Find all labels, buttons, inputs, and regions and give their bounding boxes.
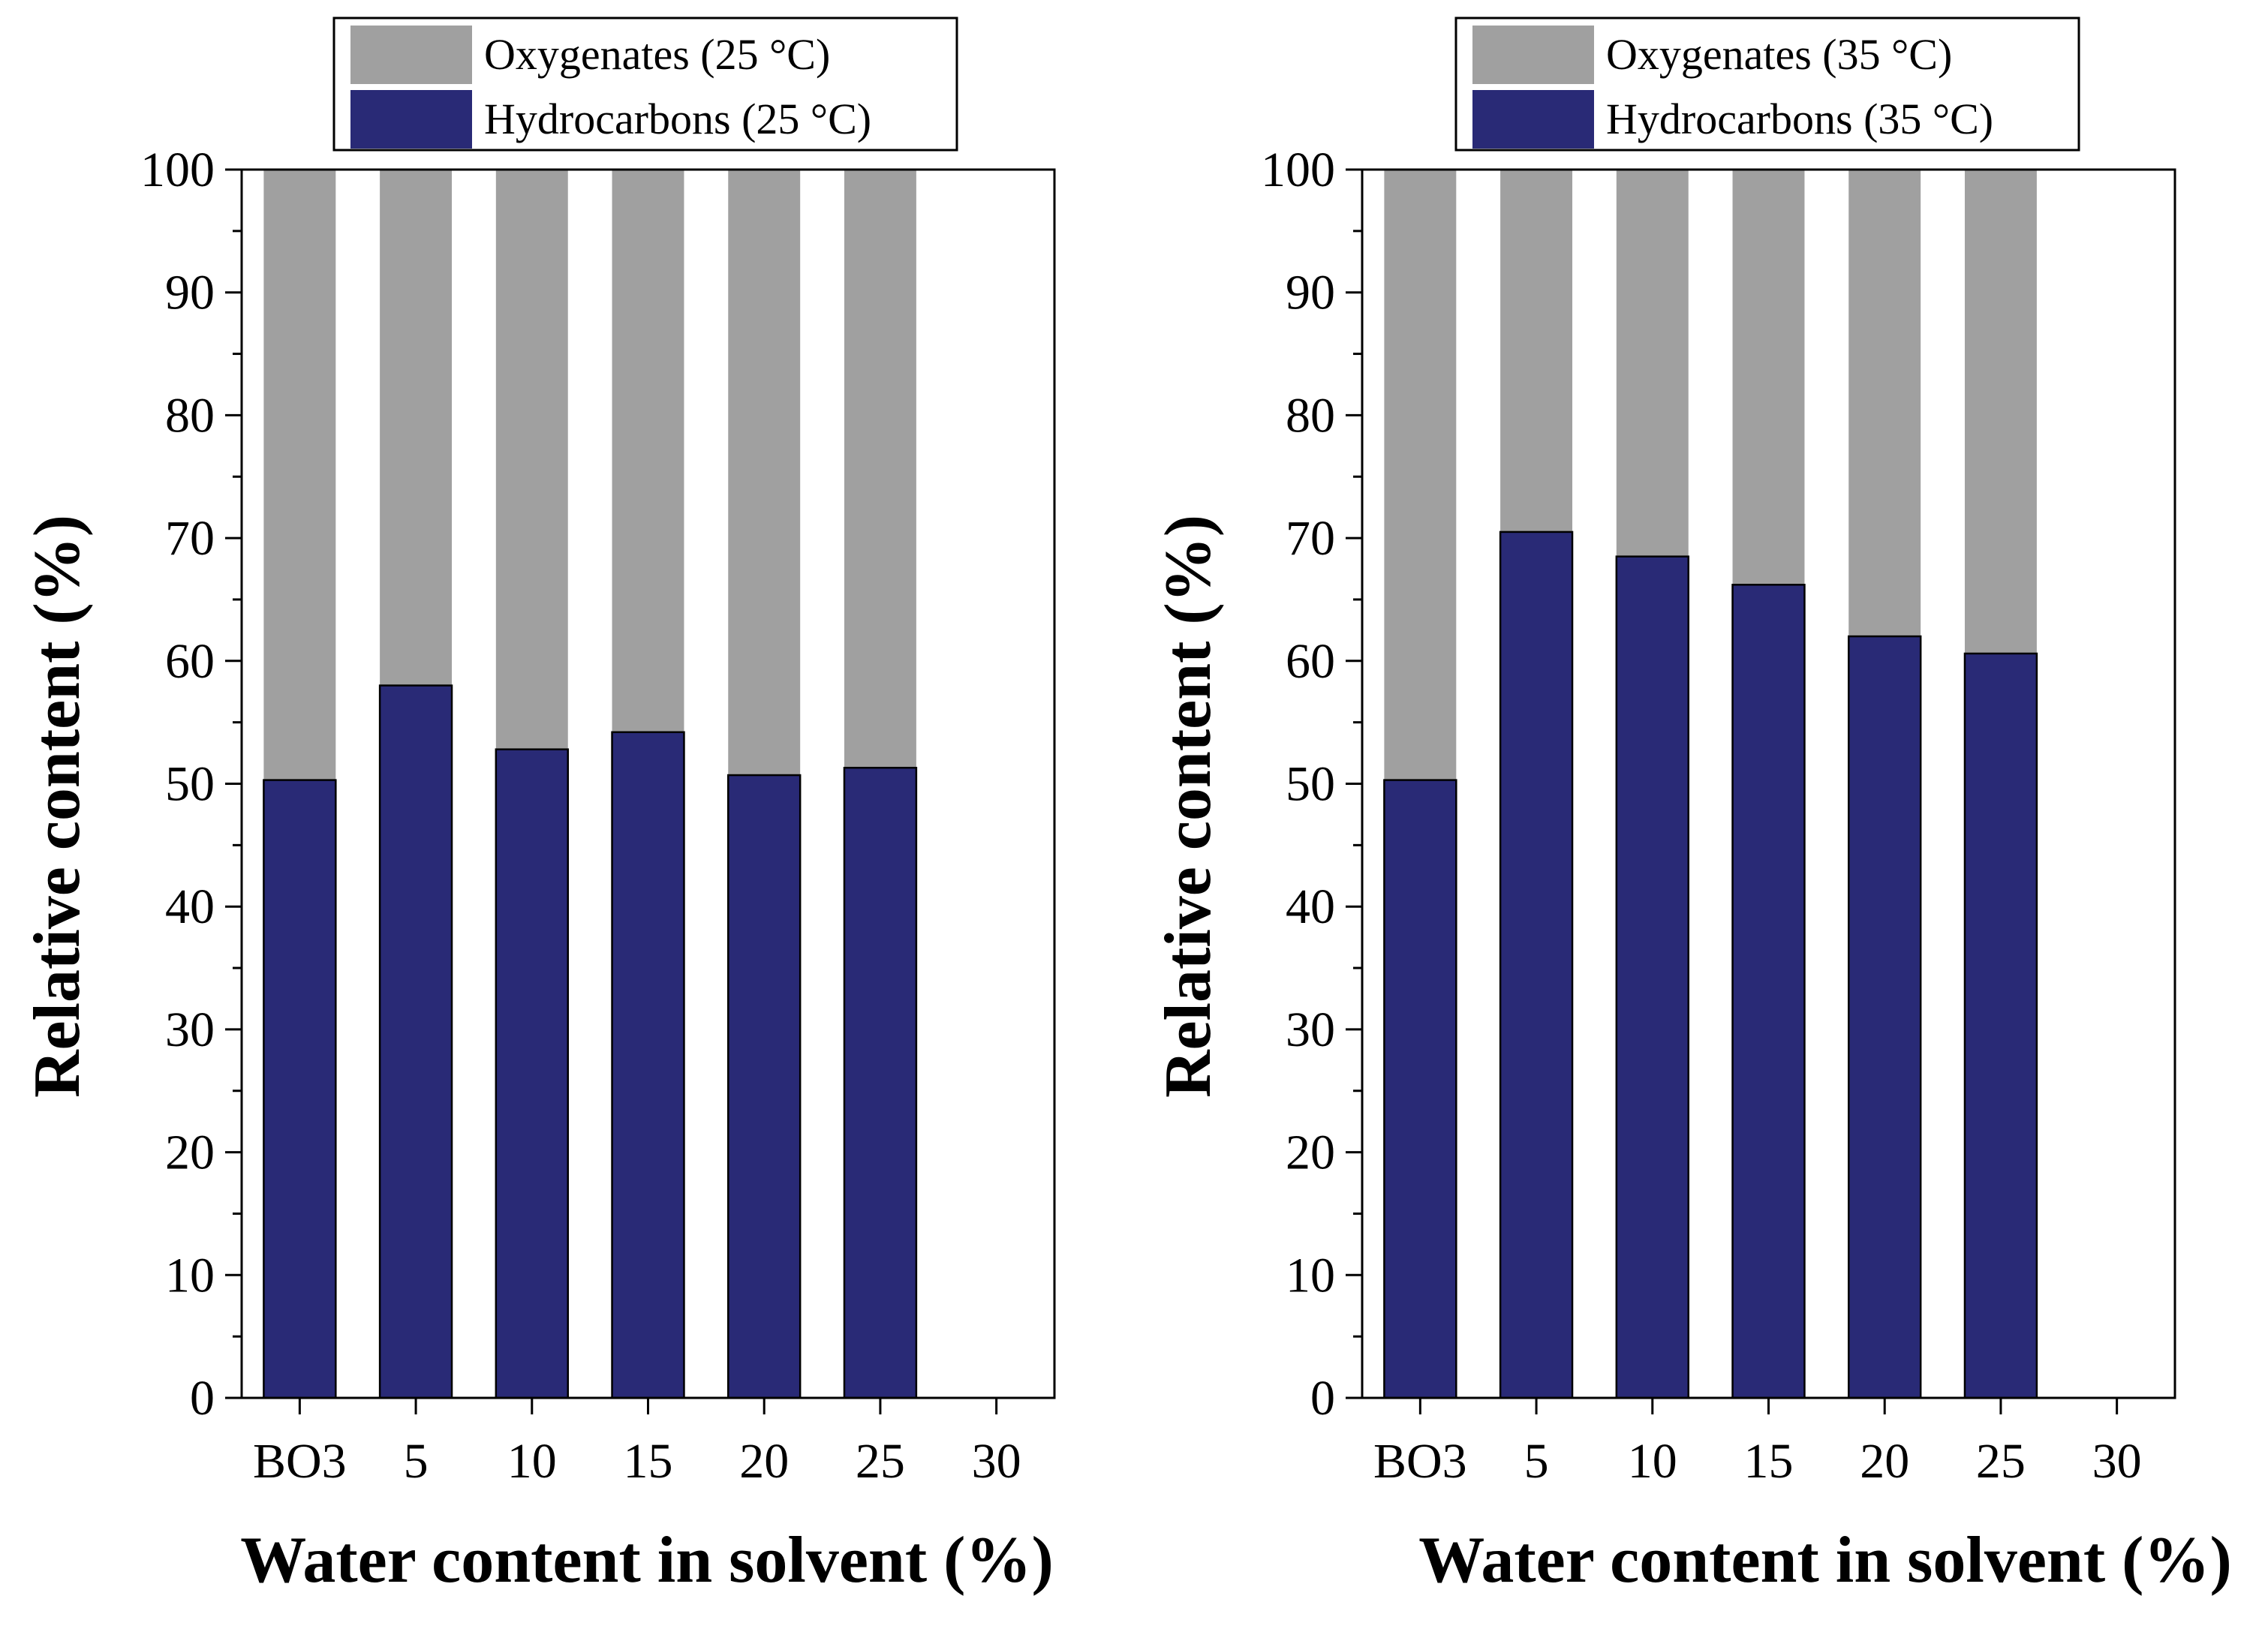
bar-hydrocarbons-5 — [1499, 530, 1574, 1399]
x-tick-label: 20 — [1860, 1434, 1909, 1489]
y-tick-label: 90 — [1286, 266, 1335, 320]
x-tick-label: 15 — [1744, 1434, 1794, 1489]
y-axis-title: Relative content (%) — [21, 515, 94, 1098]
y-tick-label: 30 — [1286, 1002, 1335, 1057]
bar-oxygenates-5 — [380, 170, 453, 686]
bar-hydrocarbons-20 — [727, 774, 802, 1399]
x-tick-label: BO3 — [253, 1434, 347, 1489]
chart-panel-1: 0 10 20 30 40 50 60 70 80 90 100 BO3 5 10 15 20 25 30 Wate… — [21, 17, 1056, 1597]
bar-hydrocarbons-15 — [611, 731, 685, 1399]
bar-oxygenates-bo3 — [263, 170, 336, 780]
y-tick-label: 10 — [165, 1248, 215, 1303]
bar-hydrocarbons-bo3 — [1383, 779, 1457, 1399]
bar-oxygenates-10 — [1616, 170, 1689, 557]
x-tick-label: 10 — [1628, 1434, 1677, 1489]
x-tick-label: 25 — [856, 1434, 905, 1489]
x-tick-label: 5 — [404, 1434, 429, 1489]
bar-oxygenates-15 — [612, 170, 684, 732]
y-tick-label: 40 — [165, 879, 215, 934]
x-tick-label: 30 — [972, 1434, 1021, 1489]
bar-oxygenates-bo3 — [1384, 170, 1457, 780]
y-tick-label: 20 — [1286, 1126, 1335, 1180]
y-tick-label: 100 — [1261, 143, 1335, 197]
legend: Oxygenates (35 °C) Hydrocarbons (35 °C) — [1454, 17, 2080, 152]
y-tick-label: 20 — [165, 1126, 215, 1180]
chart-panel-2: 0 10 20 30 40 50 60 70 80 90 100 BO3 5 10 15 20 25 30 Wate… — [1152, 17, 2232, 1597]
x-tick-label: 20 — [739, 1434, 789, 1489]
bar-hydrocarbons-bo3 — [263, 779, 337, 1399]
legend-label: Hydrocarbons (35 °C) — [1606, 95, 1993, 143]
y-tick-label: 80 — [1286, 388, 1335, 443]
y-tick-label: 90 — [165, 266, 215, 320]
x-tick-label: 25 — [1976, 1434, 2026, 1489]
legend-label: Hydrocarbons (25 °C) — [484, 95, 871, 143]
legend-label: Oxygenates (25 °C) — [484, 30, 830, 79]
bar-hydrocarbons-10 — [495, 748, 569, 1399]
legend-swatch — [350, 90, 472, 149]
y-tick-label: 60 — [1286, 634, 1335, 689]
x-axis-title: Water content in solvent (%) — [1418, 1524, 2232, 1597]
bar-hydrocarbons-25 — [843, 766, 918, 1399]
legend-swatch — [350, 26, 472, 84]
bar-hydrocarbons-15 — [1731, 584, 1806, 1399]
y-tick-label: 80 — [165, 388, 215, 443]
bar-oxygenates-10 — [495, 170, 568, 750]
legend-swatch — [1472, 90, 1594, 149]
y-tick-label: 100 — [140, 143, 215, 197]
bar-oxygenates-25 — [1964, 170, 2037, 654]
y-axis-title: Relative content (%) — [1152, 515, 1225, 1098]
bar-hydrocarbons-10 — [1615, 555, 1689, 1399]
x-tick-label: 10 — [507, 1434, 557, 1489]
y-tick-label: 0 — [190, 1371, 215, 1426]
y-tick-label: 60 — [165, 634, 215, 689]
x-tick-label: 5 — [1524, 1434, 1549, 1489]
legend: Oxygenates (25 °C) Hydrocarbons (25 °C) — [332, 17, 958, 152]
y-tick-label: 10 — [1286, 1248, 1335, 1303]
y-tick-label: 70 — [1286, 511, 1335, 566]
x-axis-title: Water content in solvent (%) — [240, 1524, 1054, 1597]
y-tick-label: 30 — [165, 1002, 215, 1057]
y-tick-label: 0 — [1310, 1371, 1335, 1426]
x-tick-label: 30 — [2092, 1434, 2142, 1489]
x-tick-label: 15 — [624, 1434, 673, 1489]
y-tick-label: 40 — [1286, 879, 1335, 934]
y-tick-label: 50 — [165, 757, 215, 812]
bar-hydrocarbons-5 — [378, 684, 453, 1399]
bar-oxygenates-20 — [728, 170, 801, 776]
legend-label: Oxygenates (35 °C) — [1606, 30, 1952, 79]
bar-oxygenates-25 — [844, 170, 916, 768]
legend-swatch — [1472, 26, 1594, 84]
y-tick-label: 70 — [165, 511, 215, 566]
bar-hydrocarbons-20 — [1848, 635, 1922, 1399]
x-tick-label: BO3 — [1373, 1434, 1467, 1489]
bar-oxygenates-20 — [1848, 170, 1921, 637]
bar-oxygenates-15 — [1732, 170, 1805, 585]
bar-oxygenates-5 — [1500, 170, 1573, 532]
bar-hydrocarbons-25 — [1963, 652, 2038, 1399]
y-tick-label: 50 — [1286, 757, 1335, 812]
